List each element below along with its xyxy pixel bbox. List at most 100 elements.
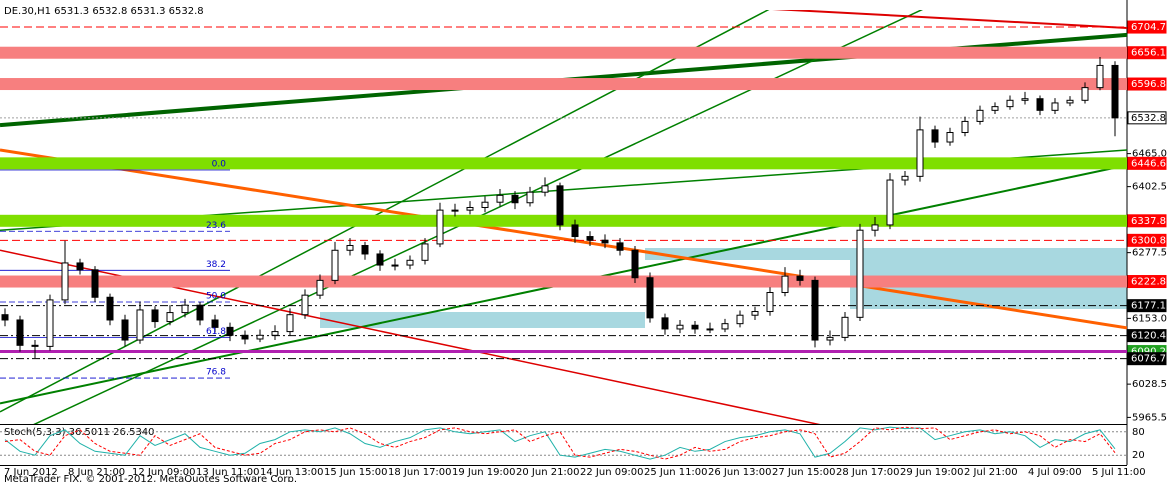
y-tick-label: 6402.5 (1132, 182, 1167, 193)
candle-body (721, 323, 729, 330)
y-tick-label: 5965.5 (1132, 412, 1167, 423)
x-tick-label: 2 Jul 21:00 (964, 467, 1018, 478)
candle-body (496, 194, 504, 203)
candle-body (706, 328, 714, 331)
candle-body (211, 319, 219, 328)
fib-label: 61.8 (206, 327, 226, 337)
candle-body (331, 249, 339, 281)
candle-body (166, 312, 174, 323)
candle-body (226, 326, 234, 336)
level-band (0, 157, 1127, 170)
level-band (0, 275, 1127, 288)
candle-body (586, 236, 594, 241)
candle-body (256, 334, 264, 340)
candle-body (436, 209, 444, 245)
candle-body (766, 292, 774, 313)
level-label-box (1127, 299, 1167, 313)
candle-body (1066, 99, 1074, 104)
candle-body (886, 179, 894, 226)
candle-body (841, 316, 849, 338)
candle-body (451, 209, 459, 212)
candle-body (631, 249, 639, 279)
level-band (0, 78, 1127, 91)
candle-body (346, 245, 354, 251)
level-label: 6337.8 (1131, 216, 1166, 227)
candle-body (61, 262, 69, 301)
candle-body (361, 245, 369, 255)
candle-body (16, 319, 24, 346)
x-tick-label: 8 Jun 21:00 (68, 467, 125, 478)
x-tick-label: 14 Jun 13:00 (260, 467, 324, 478)
candle-body (196, 304, 204, 321)
x-tick-label: 13 Jun 11:00 (196, 467, 260, 478)
chart-title: DE.30,H1 6531.3 6532.8 6531.3 6532.8 (4, 6, 204, 17)
x-tick-label: 22 Jun 09:00 (580, 467, 644, 478)
level-label-box (1127, 329, 1167, 343)
x-tick-label: 5 Jul 11:00 (1092, 467, 1146, 478)
candle-body (961, 120, 969, 134)
plot-layer (0, 10, 1127, 424)
candle-body (826, 336, 834, 341)
candle-body (601, 239, 609, 244)
y-tick-label: 6153.0 (1132, 313, 1167, 324)
candle-body (616, 242, 624, 251)
candle-body (901, 175, 909, 181)
candle-body (871, 224, 879, 231)
candle-body (406, 259, 414, 266)
x-tick-label: 27 Jun 15:00 (772, 467, 836, 478)
level-label: 6656.1 (1131, 48, 1166, 59)
candle-body (121, 319, 129, 341)
candle-body (976, 109, 984, 122)
candle-body (31, 344, 39, 347)
candle-body (1, 314, 9, 321)
x-tick-label: 26 Jun 13:00 (708, 467, 772, 478)
candle-body (241, 334, 249, 340)
x-tick-label: 19 Jun 19:00 (452, 467, 516, 478)
watermark: MetaTrader FIX, © 2001-2012, MetaQuotes … (4, 474, 297, 482)
y-tick-label: 80 (1132, 427, 1145, 438)
level-label: 6076.7 (1131, 354, 1166, 365)
candle-body (1036, 98, 1044, 111)
candle-body (661, 317, 669, 330)
candle-body (301, 294, 309, 316)
indicator-line (4, 426, 1116, 460)
candle-body (811, 279, 819, 341)
zone (320, 312, 645, 328)
candle-body (646, 277, 654, 319)
candle-body (856, 229, 864, 318)
x-tick-label: 20 Jun 21:00 (516, 467, 580, 478)
fib-label: 0.0 (212, 160, 227, 170)
candle-body (46, 299, 54, 347)
candle-body (151, 309, 159, 323)
x-tick-label: 29 Jun 19:00 (900, 467, 964, 478)
level-label-box (1127, 275, 1167, 289)
candle-body (781, 275, 789, 294)
candle-body (571, 224, 579, 238)
trendline (0, 148, 1127, 330)
level-label: 6446.6 (1131, 158, 1166, 169)
y-tick-label: 6028.5 (1132, 379, 1167, 390)
candle-body (1021, 98, 1029, 101)
trendline (0, 249, 821, 424)
level-label-box (1127, 77, 1167, 91)
level-label-box (1127, 46, 1167, 60)
candle-body (91, 269, 99, 298)
level-label-box (1127, 214, 1167, 228)
candle-body (1006, 99, 1014, 108)
candle-body (421, 243, 429, 261)
candle-body (391, 264, 399, 267)
trendline (0, 10, 770, 413)
level-label: 6596.8 (1131, 79, 1166, 90)
fib-label: 76.8 (206, 368, 226, 378)
candle-body (466, 206, 474, 211)
candle-body (271, 331, 279, 336)
x-tick-label: 12 Jun 09:00 (132, 467, 196, 478)
level-label-box (1127, 156, 1167, 170)
candle-body (541, 185, 549, 193)
indicator-line (4, 426, 1116, 460)
candle-body (1051, 102, 1059, 111)
y-tick-label: 6277.5 (1132, 248, 1167, 259)
trendline (772, 10, 1127, 29)
candle-body (916, 129, 924, 177)
